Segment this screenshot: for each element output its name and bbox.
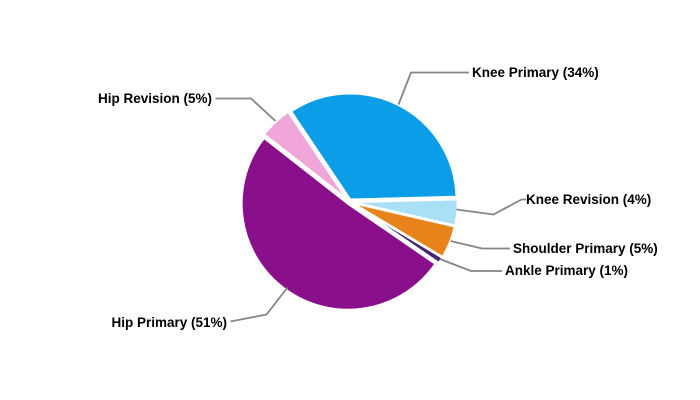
leader-lines (215, 71, 526, 323)
label-hip-primary: Hip Primary (51%) (111, 315, 227, 330)
leader-line-ankle-primary (439, 258, 502, 272)
leader-line-knee-revision (456, 198, 526, 216)
callout-labels: Knee Primary (34%) Hip Revision (5%) Hip P… (98, 65, 658, 330)
slice-hip-revision (262, 110, 349, 202)
label-knee-primary: Knee Primary (34%) (472, 65, 599, 80)
label-hip-revision: Hip Revision (5%) (98, 91, 212, 106)
slice-knee-revision (350, 197, 460, 227)
leader-line-knee-primary (397, 71, 469, 105)
slice-knee-primary (289, 92, 458, 201)
slice-hip-primary (240, 136, 437, 312)
leader-line-hip-revision (215, 97, 277, 122)
label-ankle-primary: Ankle Primary (1%) (505, 263, 628, 278)
label-shoulder-primary: Shoulder Primary (5%) (513, 241, 658, 256)
label-knee-revision: Knee Revision (4%) (526, 192, 651, 207)
leader-line-shoulder-primary (450, 240, 510, 250)
pie-slices (240, 92, 460, 312)
leader-line-hip-primary (230, 286, 289, 323)
